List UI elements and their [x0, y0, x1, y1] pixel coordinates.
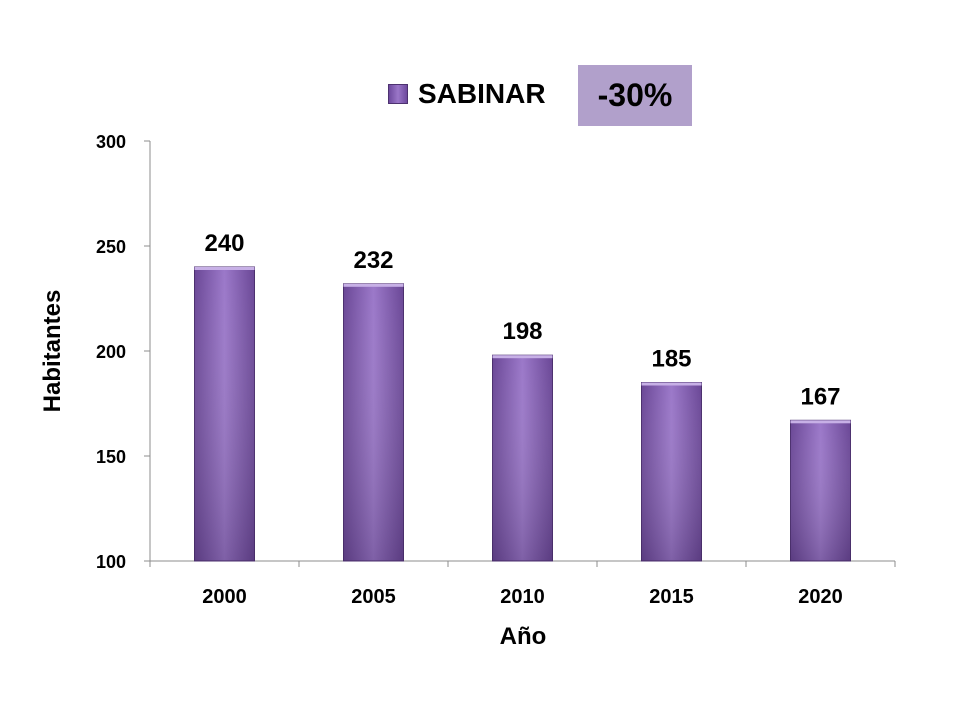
bar-cap [641, 382, 702, 386]
x-tick-label: 2020 [798, 586, 843, 608]
bar-cap [343, 283, 404, 287]
bar-shade [790, 420, 851, 561]
data-label: 232 [353, 247, 393, 274]
data-label: 167 [800, 383, 840, 410]
x-tick-label: 2015 [649, 586, 694, 608]
bar-shade [641, 382, 702, 561]
bar-shade [194, 267, 255, 561]
x-tick-label: 2005 [351, 586, 396, 608]
bars [194, 266, 851, 562]
y-axis: 100 150 200 250 300 [96, 132, 151, 572]
legend-swatch [388, 84, 408, 104]
y-tick-label: 100 [96, 552, 126, 572]
bar-cap [492, 355, 553, 359]
bar [194, 266, 255, 562]
data-label: 240 [204, 230, 244, 257]
y-axis-title: Habitantes [39, 290, 66, 413]
x-tick-label: 2010 [500, 586, 545, 608]
change-badge: -30% [578, 65, 692, 126]
bar [492, 354, 553, 562]
legend: SABINAR [388, 74, 546, 114]
y-tick-label: 300 [96, 132, 126, 152]
data-label: 198 [502, 318, 542, 345]
y-tick-label: 150 [96, 447, 126, 467]
legend-label: SABINAR [418, 78, 546, 109]
x-tick-label: 2000 [202, 586, 247, 608]
bar [343, 283, 404, 562]
x-axis-title: Año [500, 623, 547, 650]
y-tick-label: 200 [96, 342, 126, 362]
bar-shade [492, 355, 553, 561]
data-label: 185 [651, 346, 691, 373]
y-tick-label: 250 [96, 237, 126, 257]
bar [790, 419, 851, 562]
x-axis: 2000 2005 2010 2015 2020 [149, 560, 896, 608]
bar [641, 382, 702, 562]
bar-shade [343, 283, 404, 561]
data-labels: 240 232 198 185 167 [204, 230, 840, 410]
bar-cap [790, 420, 851, 424]
bar-cap [194, 267, 255, 270]
